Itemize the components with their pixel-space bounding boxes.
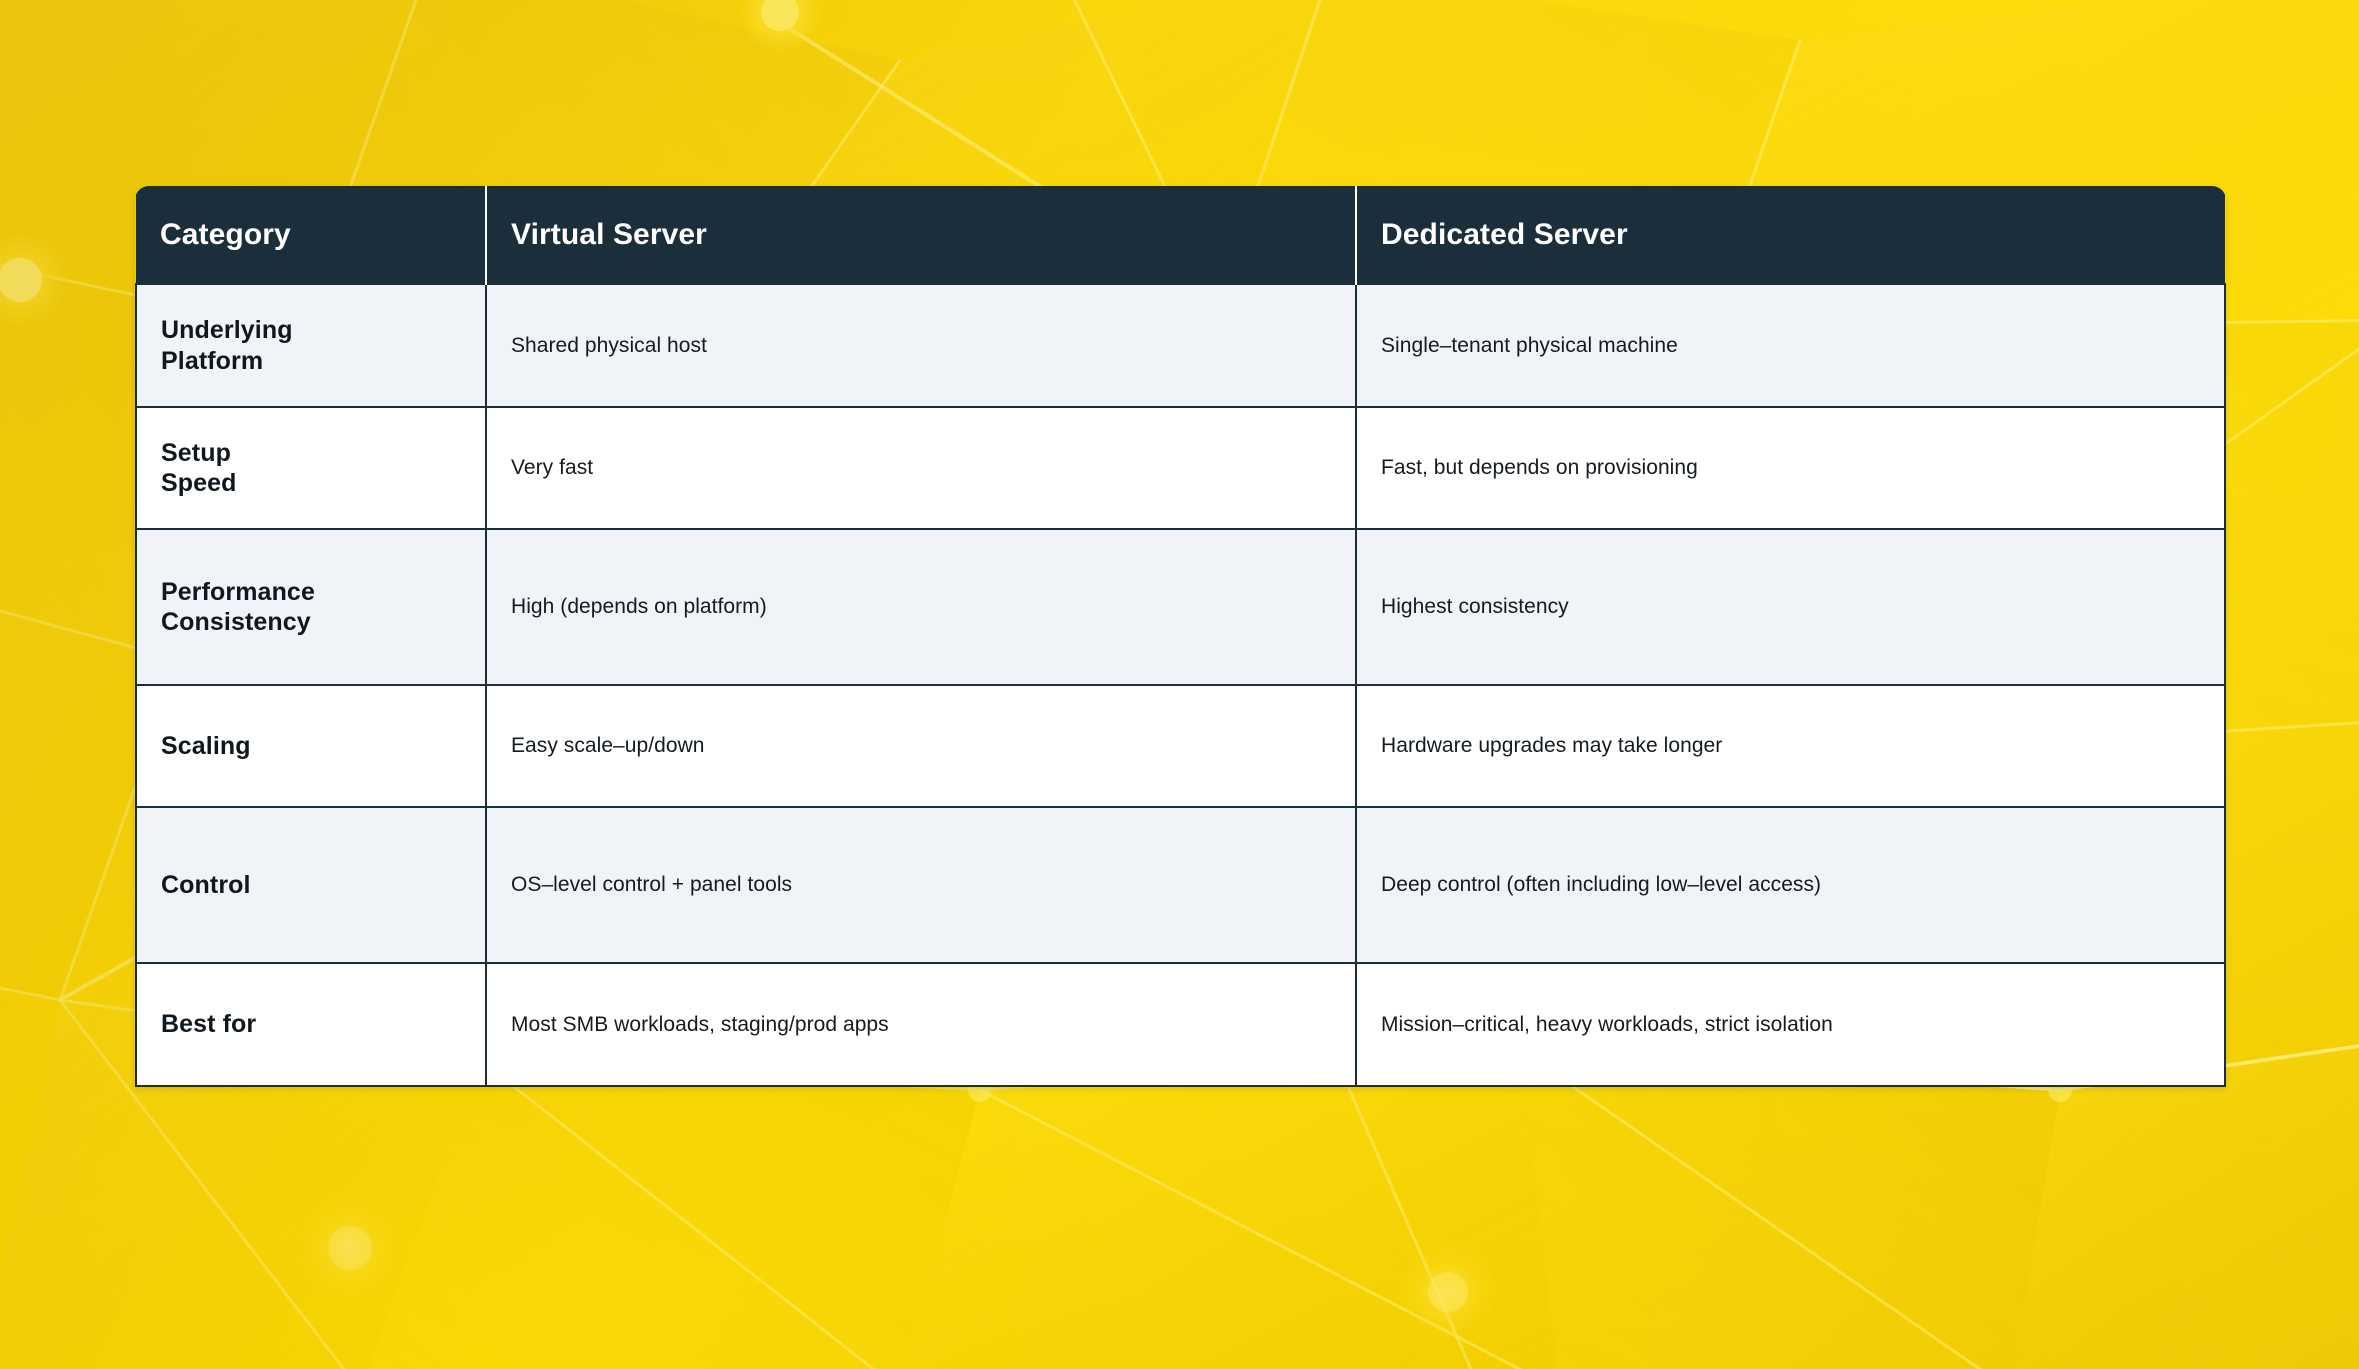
category-label-line: Setup xyxy=(161,438,231,467)
cell-virtual-server: Very fast xyxy=(485,406,1357,530)
category-label-line: Platform xyxy=(161,346,264,375)
column-header-dedicated-server: Dedicated Server xyxy=(1355,186,2225,284)
table-row: Scaling Easy scale–up/down Hardware upgr… xyxy=(135,684,2226,808)
cell-virtual-server: OS–level control + panel tools xyxy=(485,806,1357,964)
table-row: Best for Most SMB workloads, staging/pro… xyxy=(135,962,2226,1087)
cell-dedicated-server: Mission–critical, heavy workloads, stric… xyxy=(1355,962,2226,1087)
table-header: Category Virtual Server Dedicated Server xyxy=(136,186,2225,284)
cell-virtual-server: High (depends on platform) xyxy=(485,528,1357,686)
comparison-table: Category Virtual Server Dedicated Server… xyxy=(135,186,2226,1087)
row-category-label: Setup Speed xyxy=(135,406,487,530)
row-category-label: Underlying Platform xyxy=(135,283,487,408)
category-label-line: Consistency xyxy=(161,608,311,636)
table-row: Control OS–level control + panel tools D… xyxy=(135,806,2226,964)
cell-virtual-server: Shared physical host xyxy=(485,283,1357,408)
table-row: Underlying Platform Shared physical host… xyxy=(135,283,2226,408)
row-category-label: Performance Consistency xyxy=(135,528,487,686)
cell-dedicated-server: Single–tenant physical machine xyxy=(1355,283,2226,408)
table-body: Underlying Platform Shared physical host… xyxy=(135,283,2226,1087)
category-label-line: Control xyxy=(161,870,251,899)
column-header-virtual-server: Virtual Server xyxy=(485,186,1356,284)
column-header-category: Category xyxy=(136,186,486,284)
category-label-line: Performance xyxy=(161,577,315,606)
cell-dedicated-server: Fast, but depends on provisioning xyxy=(1355,406,2226,530)
row-category-label: Control xyxy=(135,806,487,964)
cell-dedicated-server: Hardware upgrades may take longer xyxy=(1355,684,2226,808)
row-category-label: Best for xyxy=(135,962,487,1087)
comparison-table-container: Category Virtual Server Dedicated Server… xyxy=(135,186,2226,1087)
category-label-line: Speed xyxy=(161,469,237,497)
table-row: Setup Speed Very fast Fast, but depends … xyxy=(135,406,2226,530)
category-label-line: Best for xyxy=(161,1010,257,1039)
category-label-line: Scaling xyxy=(161,731,251,760)
row-category-label: Scaling xyxy=(135,684,487,808)
header-row: Category Virtual Server Dedicated Server xyxy=(136,186,2225,284)
cell-dedicated-server: Highest consistency xyxy=(1355,528,2226,686)
cell-virtual-server: Easy scale–up/down xyxy=(485,684,1357,808)
table-row: Performance Consistency High (depends on… xyxy=(135,528,2226,686)
cell-dedicated-server: Deep control (often including low–level … xyxy=(1355,806,2226,964)
category-label-line: Underlying xyxy=(161,316,293,344)
cell-virtual-server: Most SMB workloads, staging/prod apps xyxy=(485,962,1357,1087)
